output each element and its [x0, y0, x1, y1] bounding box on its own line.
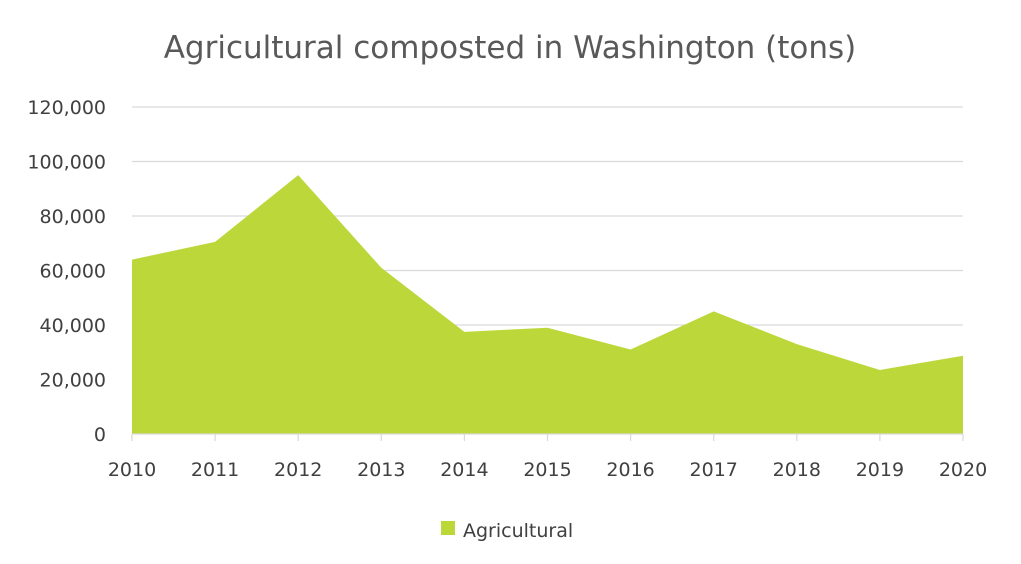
legend-label: Agricultural	[463, 520, 573, 542]
x-tick-label: 2012	[274, 459, 322, 481]
area-series-0[interactable]	[132, 175, 963, 434]
chart-title: Agricultural composted in Washington (to…	[164, 30, 857, 66]
y-tick-label: 0	[94, 424, 106, 446]
legend-swatch	[441, 521, 455, 535]
x-axis	[131, 433, 964, 441]
y-tick-label: 100,000	[27, 152, 106, 174]
y-tick-label: 80,000	[40, 206, 106, 228]
plot-area	[132, 175, 963, 434]
y-tick-label: 20,000	[40, 370, 106, 392]
x-tick-label: 2018	[773, 459, 821, 481]
x-tick-label: 2010	[108, 459, 156, 481]
y-tick-label: 40,000	[40, 315, 106, 337]
x-tick-label: 2015	[523, 459, 571, 481]
y-axis: 0 20,000 40,000 60,000 80,000 100,000 120,000	[27, 97, 106, 446]
x-tick-label: 2020	[939, 459, 987, 481]
x-tick-label: 2017	[690, 459, 738, 481]
x-tick-label: 2019	[856, 459, 904, 481]
x-tick-label: 2016	[606, 459, 654, 481]
x-tick-label: 2011	[191, 459, 239, 481]
x-tick-label: 2014	[440, 459, 488, 481]
y-tick-label: 60,000	[40, 261, 106, 283]
x-tick-label: 2013	[357, 459, 405, 481]
legend[interactable]: Agricultural	[441, 520, 573, 542]
y-tick-label: 120,000	[27, 97, 106, 119]
x-tick-labels: 2010 2011 2012 2013 2014 2015 2016 2017 2018 2019…	[108, 459, 987, 481]
